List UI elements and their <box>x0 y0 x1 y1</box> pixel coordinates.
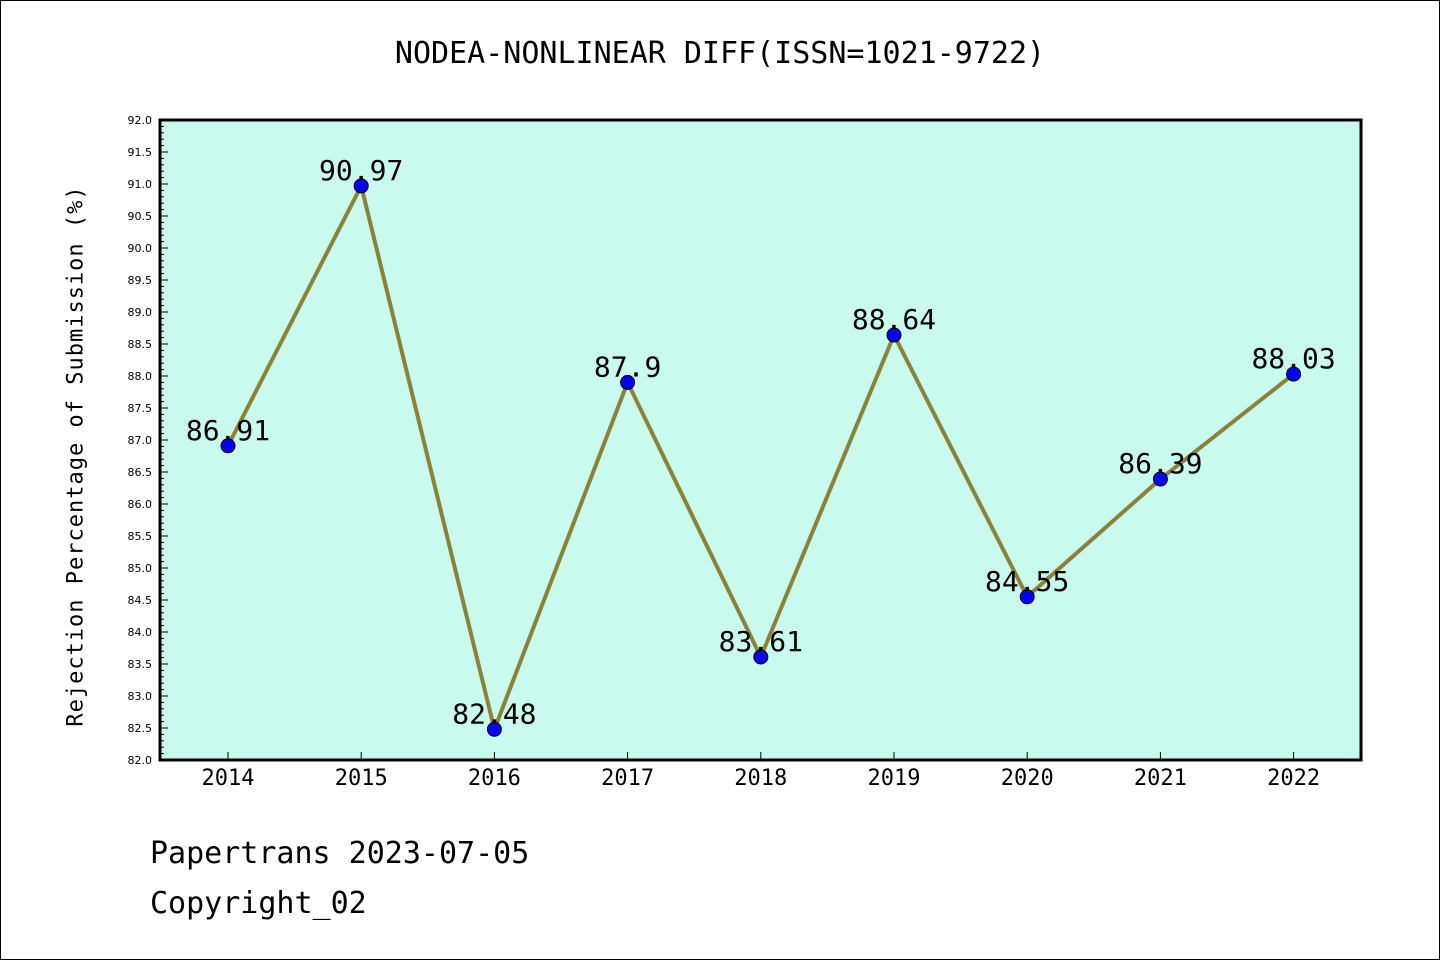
y-tick-label: 90.5 <box>128 210 153 223</box>
y-tick-label: 90.0 <box>128 242 153 255</box>
data-point <box>353 178 369 194</box>
y-tick-label: 86.5 <box>128 466 153 479</box>
data-point <box>220 438 236 454</box>
y-tick-label: 83.0 <box>128 690 153 703</box>
x-tick-label: 2014 <box>202 766 255 791</box>
y-tick-label: 87.0 <box>128 434 153 447</box>
y-tick-label: 92.0 <box>128 114 153 127</box>
x-tick-label: 2016 <box>468 766 521 791</box>
y-tick-label: 88.0 <box>128 370 153 383</box>
y-tick-label: 89.5 <box>128 274 153 287</box>
y-tick-label: 85.5 <box>128 530 153 543</box>
x-tick-label: 2021 <box>1134 766 1187 791</box>
x-tick-label: 2020 <box>1001 766 1054 791</box>
y-tick-label: 84.5 <box>128 594 153 607</box>
data-point <box>486 721 502 737</box>
data-point <box>1152 471 1168 487</box>
x-tick-label: 2015 <box>335 766 388 791</box>
x-tick-label: 2022 <box>1267 766 1320 791</box>
data-label: 84.55 <box>985 565 1069 598</box>
y-tick-label: 91.5 <box>128 146 153 159</box>
x-tick-label: 2017 <box>601 766 654 791</box>
data-point <box>620 374 636 390</box>
data-label: 82.48 <box>452 697 536 730</box>
chart-title: NODEA-NONLINEAR DIFF(ISSN=1021-9722) <box>394 36 1046 71</box>
data-point <box>753 649 769 665</box>
data-label: 88.03 <box>1251 342 1335 375</box>
y-tick-label: 85.0 <box>128 562 153 575</box>
data-label: 86.39 <box>1118 447 1202 480</box>
footer-copyright: Copyright_02 <box>150 886 367 921</box>
y-tick-label: 84.0 <box>128 626 153 639</box>
data-label: 86.91 <box>186 414 270 447</box>
data-label: 88.64 <box>852 303 936 336</box>
data-label: 87.9 <box>594 350 661 383</box>
data-label: 83.61 <box>719 625 803 658</box>
y-tick-label: 82.5 <box>128 722 153 735</box>
y-tick-label: 83.5 <box>128 658 153 671</box>
y-tick-label: 89.0 <box>128 306 153 319</box>
y-tick-label: 86.0 <box>128 498 153 511</box>
data-point <box>1286 366 1302 382</box>
data-point <box>886 327 902 343</box>
y-tick-label: 82.0 <box>128 754 153 767</box>
y-tick-label: 91.0 <box>128 178 153 191</box>
y-tick-label: 87.5 <box>128 402 153 415</box>
data-point <box>1019 589 1035 605</box>
y-tick-label: 88.5 <box>128 338 153 351</box>
footer-date: Papertrans 2023-07-05 <box>150 836 530 871</box>
x-tick-label: 2019 <box>868 766 921 791</box>
x-tick-label: 2018 <box>734 766 787 791</box>
data-label: 90.97 <box>319 154 403 187</box>
